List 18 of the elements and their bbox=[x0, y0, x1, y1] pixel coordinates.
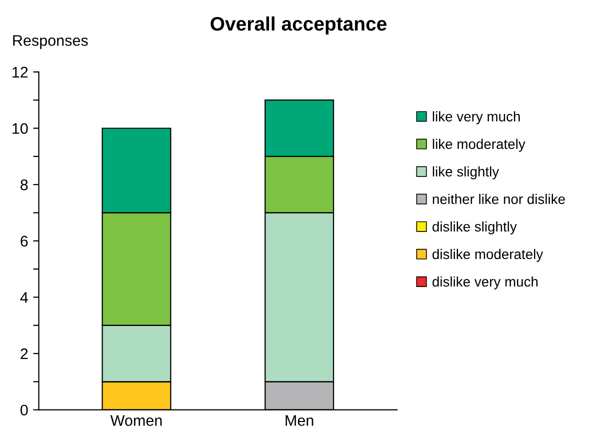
legend-label: like moderately bbox=[432, 138, 526, 152]
chart-title: Overall acceptance bbox=[210, 16, 386, 35]
y-tick-label: 0 bbox=[20, 404, 28, 416]
legend-label: dislike very much bbox=[432, 276, 538, 290]
y-tick-label: 10 bbox=[12, 123, 28, 134]
legend-label: like very much bbox=[432, 111, 520, 124]
legend-label: dislike moderately bbox=[432, 248, 544, 262]
y-tick-label: 4 bbox=[20, 292, 28, 303]
y-axis-title: Responses bbox=[13, 35, 88, 49]
y-tick-label: 2 bbox=[20, 348, 28, 360]
x-tick-label: Men bbox=[286, 415, 314, 426]
y-tick-label: 12 bbox=[12, 66, 28, 78]
x-tick-label: Women bbox=[110, 415, 162, 426]
y-tick-label: 6 bbox=[20, 236, 28, 247]
y-tick-label: 8 bbox=[20, 179, 28, 190]
legend-label: neither like nor dislike bbox=[432, 194, 565, 204]
legend-label: dislike slightly bbox=[432, 221, 517, 234]
legend-label: like slightly bbox=[432, 166, 500, 180]
